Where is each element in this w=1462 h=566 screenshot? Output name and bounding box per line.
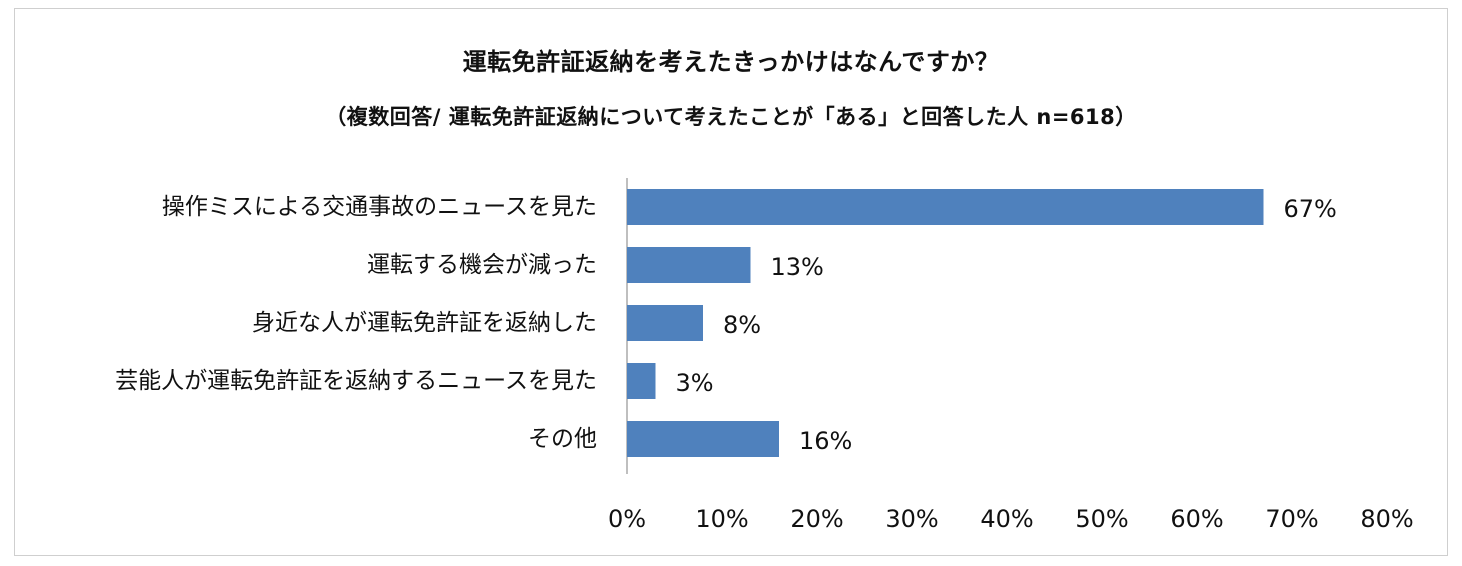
x-tick-label: 40% [980, 505, 1033, 533]
bar [627, 421, 779, 457]
x-tick-label: 50% [1075, 505, 1128, 533]
value-label: 13% [771, 253, 824, 281]
bars-layer: 操作ミスによる交通事故のニュースを見た 67% 運転する機会が減った 13% 身近な人が… [115, 189, 1337, 457]
category-label: その他 [528, 426, 597, 452]
category-label: 操作ミスによる交通事故のニュースを見た [162, 194, 597, 220]
x-tick-label: 80% [1360, 505, 1413, 533]
chart-subtitle: （複数回答/ 運転免許証返納について考えたことが「ある」と回答した人 n=618… [325, 105, 1137, 129]
bar [627, 189, 1264, 225]
x-axis-ticks: 0% 10% 20% 30% 40% 50% 60% 70% 80% [608, 505, 1414, 533]
x-tick-label: 30% [885, 505, 938, 533]
x-tick-label: 0% [608, 505, 646, 533]
category-label: 芸能人が運転免許証を返納するニュースを見た [115, 368, 597, 394]
x-tick-label: 10% [695, 505, 748, 533]
x-tick-label: 20% [790, 505, 843, 533]
category-label: 身近な人が運転免許証を返納した [252, 310, 597, 336]
x-tick-label: 60% [1170, 505, 1223, 533]
value-label: 16% [799, 427, 852, 455]
bar [627, 305, 703, 341]
bar [627, 363, 656, 399]
chart-title: 運転免許証返納を考えたきっかけはなんですか？ [462, 48, 1000, 76]
value-label: 3% [676, 369, 714, 397]
x-tick-label: 70% [1265, 505, 1318, 533]
category-label: 運転する機会が減った [367, 252, 597, 278]
value-label: 67% [1284, 195, 1337, 223]
value-label: 8% [723, 311, 761, 339]
bar [627, 247, 751, 283]
